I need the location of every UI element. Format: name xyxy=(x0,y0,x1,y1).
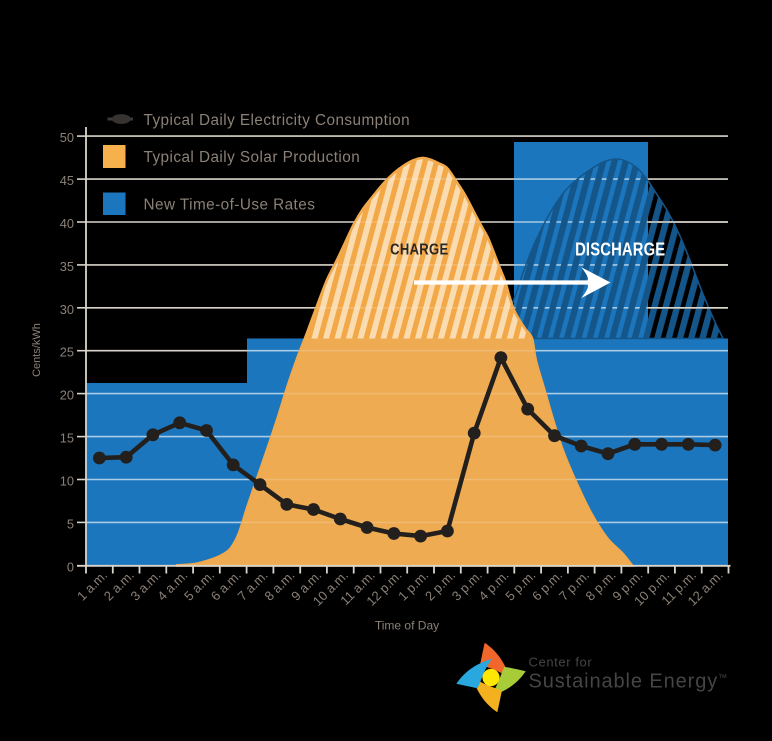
svg-text:5: 5 xyxy=(67,516,74,531)
svg-text:30: 30 xyxy=(60,302,74,317)
svg-text:40: 40 xyxy=(60,216,74,231)
svg-text:10: 10 xyxy=(60,474,74,489)
svg-text:20: 20 xyxy=(60,388,74,403)
svg-text:35: 35 xyxy=(60,259,74,274)
svg-text:CHARGE: CHARGE xyxy=(390,241,448,258)
svg-text:New Time-of-Use Rates: New Time-of-Use Rates xyxy=(144,197,316,214)
svg-text:0: 0 xyxy=(67,559,74,574)
svg-text:Typical Daily Electricity Cons: Typical Daily Electricity Consumption xyxy=(144,112,411,129)
svg-text:50: 50 xyxy=(60,130,74,145)
svg-text:25: 25 xyxy=(60,345,74,360)
svg-text:Sustainable Energy™: Sustainable Energy™ xyxy=(529,671,728,693)
svg-text:Time of Day: Time of Day xyxy=(375,619,439,633)
svg-text:DISCHARGE: DISCHARGE xyxy=(575,239,665,260)
svg-text:Center for: Center for xyxy=(529,655,593,670)
svg-text:Typical Daily Solar Production: Typical Daily Solar Production xyxy=(144,149,361,166)
svg-text:15: 15 xyxy=(60,431,74,446)
svg-text:Cents/kWh: Cents/kWh xyxy=(31,323,43,377)
svg-text:45: 45 xyxy=(60,173,74,188)
